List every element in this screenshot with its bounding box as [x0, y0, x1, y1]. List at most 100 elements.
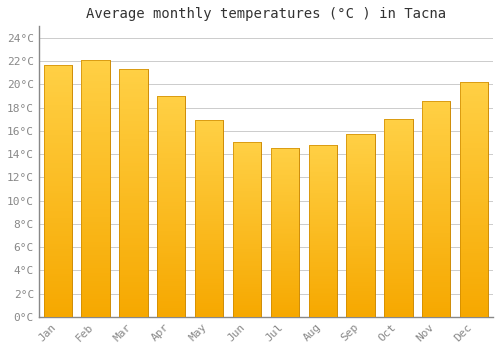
- Bar: [233, 149, 261, 151]
- Bar: [460, 202, 488, 204]
- Bar: [82, 73, 110, 75]
- Bar: [460, 199, 488, 202]
- Bar: [119, 203, 148, 205]
- Bar: [384, 287, 412, 289]
- Bar: [82, 227, 110, 230]
- Bar: [233, 282, 261, 284]
- Bar: [346, 282, 375, 284]
- Bar: [422, 181, 450, 183]
- Bar: [346, 313, 375, 315]
- Bar: [44, 229, 72, 231]
- Bar: [195, 284, 224, 285]
- Bar: [119, 153, 148, 156]
- Bar: [157, 229, 186, 231]
- Bar: [82, 80, 110, 83]
- Bar: [460, 286, 488, 289]
- Bar: [346, 209, 375, 211]
- Bar: [422, 217, 450, 219]
- Bar: [346, 299, 375, 300]
- Bar: [157, 248, 186, 251]
- Bar: [384, 297, 412, 299]
- Bar: [422, 153, 450, 155]
- Bar: [233, 200, 261, 202]
- Bar: [195, 224, 224, 226]
- Bar: [44, 188, 72, 191]
- Bar: [460, 87, 488, 89]
- Bar: [460, 108, 488, 110]
- Bar: [195, 169, 224, 172]
- Bar: [195, 189, 224, 191]
- Bar: [384, 218, 412, 220]
- Bar: [270, 283, 299, 285]
- Bar: [346, 138, 375, 140]
- Bar: [157, 242, 186, 244]
- Bar: [195, 242, 224, 244]
- Bar: [119, 230, 148, 233]
- Bar: [308, 200, 337, 202]
- Bar: [82, 260, 110, 263]
- Bar: [119, 295, 148, 297]
- Bar: [308, 281, 337, 282]
- Bar: [384, 214, 412, 216]
- Bar: [270, 204, 299, 205]
- Bar: [233, 280, 261, 282]
- Bar: [270, 155, 299, 157]
- Bar: [119, 243, 148, 245]
- Bar: [44, 163, 72, 166]
- Bar: [460, 155, 488, 157]
- Bar: [422, 159, 450, 161]
- Bar: [233, 224, 261, 226]
- Bar: [233, 174, 261, 176]
- Bar: [44, 261, 72, 264]
- Bar: [270, 187, 299, 189]
- Bar: [119, 111, 148, 114]
- Bar: [384, 222, 412, 224]
- Bar: [233, 142, 261, 317]
- Bar: [384, 153, 412, 155]
- Bar: [233, 249, 261, 251]
- Bar: [384, 244, 412, 246]
- Bar: [44, 87, 72, 90]
- Bar: [308, 293, 337, 294]
- Bar: [384, 305, 412, 307]
- Bar: [119, 151, 148, 153]
- Bar: [460, 300, 488, 303]
- Bar: [82, 111, 110, 114]
- Bar: [422, 125, 450, 127]
- Bar: [270, 165, 299, 167]
- Bar: [384, 157, 412, 159]
- Bar: [346, 246, 375, 247]
- Bar: [195, 197, 224, 199]
- Bar: [422, 295, 450, 298]
- Bar: [44, 120, 72, 122]
- Bar: [157, 175, 186, 178]
- Bar: [422, 310, 450, 313]
- Bar: [82, 314, 110, 317]
- Bar: [346, 295, 375, 297]
- Bar: [422, 237, 450, 239]
- Bar: [44, 299, 72, 302]
- Bar: [460, 314, 488, 317]
- Bar: [44, 118, 72, 120]
- Bar: [195, 195, 224, 197]
- Bar: [422, 148, 450, 150]
- Bar: [119, 84, 148, 86]
- Bar: [270, 216, 299, 217]
- Bar: [384, 149, 412, 151]
- Bar: [384, 139, 412, 141]
- Bar: [119, 102, 148, 104]
- Bar: [119, 173, 148, 176]
- Bar: [346, 284, 375, 286]
- Bar: [384, 259, 412, 261]
- Bar: [270, 292, 299, 293]
- Bar: [157, 297, 186, 299]
- Bar: [308, 162, 337, 164]
- Bar: [346, 267, 375, 270]
- Bar: [308, 289, 337, 291]
- Bar: [82, 186, 110, 188]
- Bar: [82, 209, 110, 211]
- Bar: [233, 186, 261, 188]
- Bar: [44, 281, 72, 284]
- Bar: [233, 177, 261, 179]
- Bar: [270, 303, 299, 305]
